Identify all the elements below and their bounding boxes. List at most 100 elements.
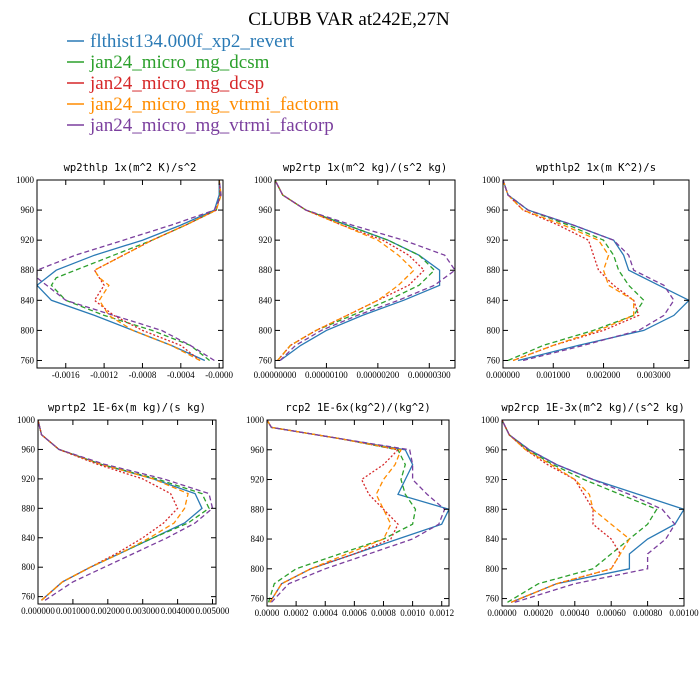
y-tick-label: 840 (259, 295, 273, 305)
series-line (275, 180, 455, 361)
series-line (37, 180, 220, 362)
y-tick-label: 960 (251, 445, 265, 455)
panel-title: wp2rcp 1E-3x(m^2 kg)/(s^2 kg) (501, 402, 684, 414)
y-tick-label: 920 (22, 474, 36, 484)
y-tick-label: 920 (21, 235, 35, 245)
series-line (38, 420, 203, 601)
y-tick-label: 840 (486, 534, 500, 544)
y-tick-label: 1000 (254, 175, 273, 185)
series-group (37, 180, 222, 362)
plot-frame (501, 419, 685, 607)
series-line (37, 180, 222, 362)
y-tick-label: 1000 (482, 175, 501, 185)
y-tick-label: 760 (486, 594, 500, 604)
x-tick-label: 0.002000 (587, 370, 621, 380)
panel-1: wp2thlp 1x(m^2 K)/s^2 760 800 840 880 920 960 1… (16, 162, 234, 380)
series-line (275, 180, 441, 362)
y-tick-label: 880 (22, 503, 36, 513)
x-tick-label: 0.000000 (21, 606, 55, 616)
panel-title: wprtp2 1E-6x(m kg)/(s kg) (48, 402, 206, 414)
legend-entry-label: jan24_micro_mg_vtrmi_factorm (89, 94, 339, 115)
y-tick-label: 880 (486, 504, 500, 514)
y-tick-label: 840 (21, 295, 35, 305)
series-group (502, 420, 684, 603)
x-tick-label: 0.0004 (313, 608, 338, 618)
series-line (502, 420, 658, 603)
y-tick-label: 840 (487, 295, 501, 305)
y-tick-label: 1000 (246, 415, 265, 425)
plot-frame (266, 419, 450, 607)
x-tick-label: -0.0016 (52, 370, 80, 380)
y-tick-label: 960 (21, 205, 35, 215)
x-tick-label: 0.003000 (126, 606, 160, 616)
plot-frame (36, 179, 224, 369)
y-tick-label: 800 (21, 325, 35, 335)
x-tick-label: 0.001000 (536, 370, 570, 380)
x-tick-label: 0.00000 (487, 608, 517, 618)
series-line (267, 420, 417, 603)
x-tick-label: 0.0012 (429, 608, 454, 618)
series-line (503, 180, 689, 362)
y-tick-label: 960 (259, 205, 273, 215)
x-tick-label: 0.005000 (196, 606, 230, 616)
series-line (503, 180, 675, 362)
x-tick-label: 0.0000 (255, 608, 280, 618)
y-tick-label: 880 (251, 504, 265, 514)
panel-title: wpthlp2 1x(m K^2)/s (536, 162, 656, 174)
x-tick-label: 0.002000 (91, 606, 125, 616)
series-line (93, 180, 222, 362)
x-tick-label: 0.003000 (637, 370, 671, 380)
y-tick-label: 880 (21, 265, 35, 275)
y-tick-label: 840 (22, 533, 36, 543)
y-tick-label: 800 (486, 564, 500, 574)
x-tick-label: 0.00000100 (305, 370, 348, 380)
y-tick-label: 1000 (17, 415, 36, 425)
plot-frame (502, 179, 690, 369)
panel-title: rcp2 1E-6x(kg^2)/(kg^2) (285, 402, 430, 414)
y-tick-label: 1000 (481, 415, 500, 425)
panel-title: wp2thlp 1x(m^2 K)/s^2 (64, 162, 197, 174)
legend-entry-label: jan24_micro_mg_dcsp (89, 73, 264, 94)
panel-3: wpthlp2 1x(m K^2)/s 760 800 840 880 920 960 100… (482, 162, 690, 380)
x-tick-label: 0.0006 (342, 608, 367, 618)
x-tick-label: 0.00080 (633, 608, 663, 618)
series-line (503, 180, 635, 362)
x-tick-label: 0.000000 (486, 370, 520, 380)
y-tick-label: 840 (251, 534, 265, 544)
y-tick-label: 880 (259, 265, 273, 275)
plot-frame (274, 179, 456, 369)
x-tick-label: 0.004000 (161, 606, 195, 616)
series-line (38, 420, 189, 601)
y-tick-label: 760 (487, 355, 501, 365)
plot-frame (37, 419, 217, 605)
series-line (93, 180, 221, 362)
series-line (267, 420, 446, 603)
panel-title: wp2rtp 1x(m^2 kg)/(s^2 kg) (283, 162, 447, 174)
y-tick-label: 960 (487, 205, 501, 215)
series-group (503, 180, 689, 362)
y-tick-label: 1000 (16, 175, 35, 185)
panel-4: wprtp2 1E-6x(m kg)/(s kg) 760 800 840 880 920… (17, 402, 230, 616)
series-group (275, 180, 455, 362)
y-tick-label: 960 (22, 444, 36, 454)
y-tick-label: 800 (251, 564, 265, 574)
series-line (502, 420, 676, 603)
panel-5: rcp2 1E-6x(kg^2)/(kg^2) 760 800 840 880 920 96… (246, 402, 454, 618)
x-tick-label: 0.00020 (524, 608, 554, 618)
x-tick-label: 0.0010 (400, 608, 425, 618)
x-tick-label: 0.00000000 (254, 370, 297, 380)
x-tick-label: -0.0012 (90, 370, 118, 380)
y-tick-label: 960 (486, 445, 500, 455)
x-tick-label: 0.0008 (371, 608, 396, 618)
y-tick-label: 760 (22, 592, 36, 602)
x-tick-label: 0.00000300 (408, 370, 451, 380)
x-tick-label: 0.00060 (597, 608, 627, 618)
x-tick-label: 0.00000200 (356, 370, 399, 380)
legend-entry-label: jan24_micro_mg_vtrmi_factorp (89, 115, 334, 136)
legend: flthist134.000f_xp2_revertjan24_micro_mg… (67, 31, 339, 136)
y-tick-label: 800 (487, 325, 501, 335)
series-line (38, 420, 179, 601)
series-line (502, 420, 684, 603)
panel-grid: wp2thlp 1x(m^2 K)/s^2 760 800 840 880 920 960 1… (16, 162, 699, 618)
